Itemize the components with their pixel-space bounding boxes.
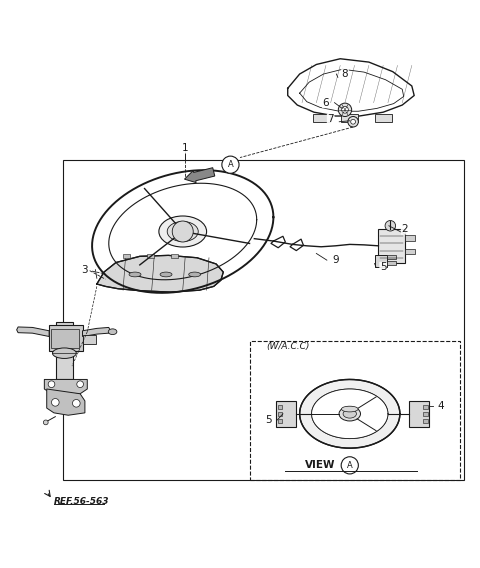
Bar [278,405,282,409]
Bar [63,160,464,479]
Bar [171,254,178,258]
Bar [423,412,428,416]
Text: 5: 5 [265,415,272,425]
Bar [386,256,396,259]
Bar [147,254,154,258]
Text: 4: 4 [437,400,444,411]
Ellipse shape [341,406,358,412]
Circle shape [342,106,348,113]
Text: 5: 5 [380,262,386,272]
Ellipse shape [339,407,360,421]
Circle shape [338,103,352,116]
Ellipse shape [159,216,206,247]
Text: A: A [228,160,233,169]
Circle shape [77,381,84,387]
Bar [423,419,428,423]
Bar [374,114,392,122]
Bar [409,401,430,427]
Circle shape [341,457,359,474]
Circle shape [48,381,55,387]
Circle shape [72,399,80,407]
Circle shape [43,420,48,425]
Bar [278,412,282,416]
Bar [405,235,415,241]
Circle shape [172,221,193,242]
Text: A: A [347,461,353,470]
Bar [51,329,79,348]
Circle shape [222,156,239,173]
Text: 1: 1 [182,143,189,153]
Polygon shape [83,327,110,336]
Circle shape [51,399,59,406]
Polygon shape [97,256,223,292]
Bar [405,249,415,254]
Text: 8: 8 [342,69,348,79]
Bar [312,114,330,122]
FancyArrow shape [184,168,215,183]
Text: (W/A.C.C): (W/A.C.C) [266,341,310,350]
Bar [276,401,296,427]
Ellipse shape [52,348,76,358]
Ellipse shape [108,329,117,335]
Polygon shape [47,389,85,415]
Bar [49,324,83,351]
Circle shape [348,116,359,127]
Text: VIEW: VIEW [305,460,336,470]
Circle shape [351,119,356,124]
Bar [278,419,282,423]
Text: REF.56-563: REF.56-563 [54,496,109,506]
Ellipse shape [160,272,172,277]
Circle shape [385,220,396,231]
Bar [341,114,359,122]
Bar [374,256,386,267]
Ellipse shape [300,379,400,448]
Ellipse shape [312,389,388,438]
Ellipse shape [343,410,357,418]
Bar [123,254,130,258]
Text: 6: 6 [323,98,329,108]
Ellipse shape [189,272,201,277]
Text: 2: 2 [401,224,408,234]
Bar [56,322,73,379]
Bar [386,261,396,265]
Text: 7: 7 [327,114,334,124]
Polygon shape [44,379,87,394]
Ellipse shape [129,272,141,277]
Ellipse shape [167,222,198,241]
Bar [83,335,96,344]
Bar [423,405,428,409]
Bar [378,229,405,262]
Text: 3: 3 [82,265,88,275]
Text: 9: 9 [332,255,339,265]
Polygon shape [17,327,49,336]
Bar [250,341,459,479]
